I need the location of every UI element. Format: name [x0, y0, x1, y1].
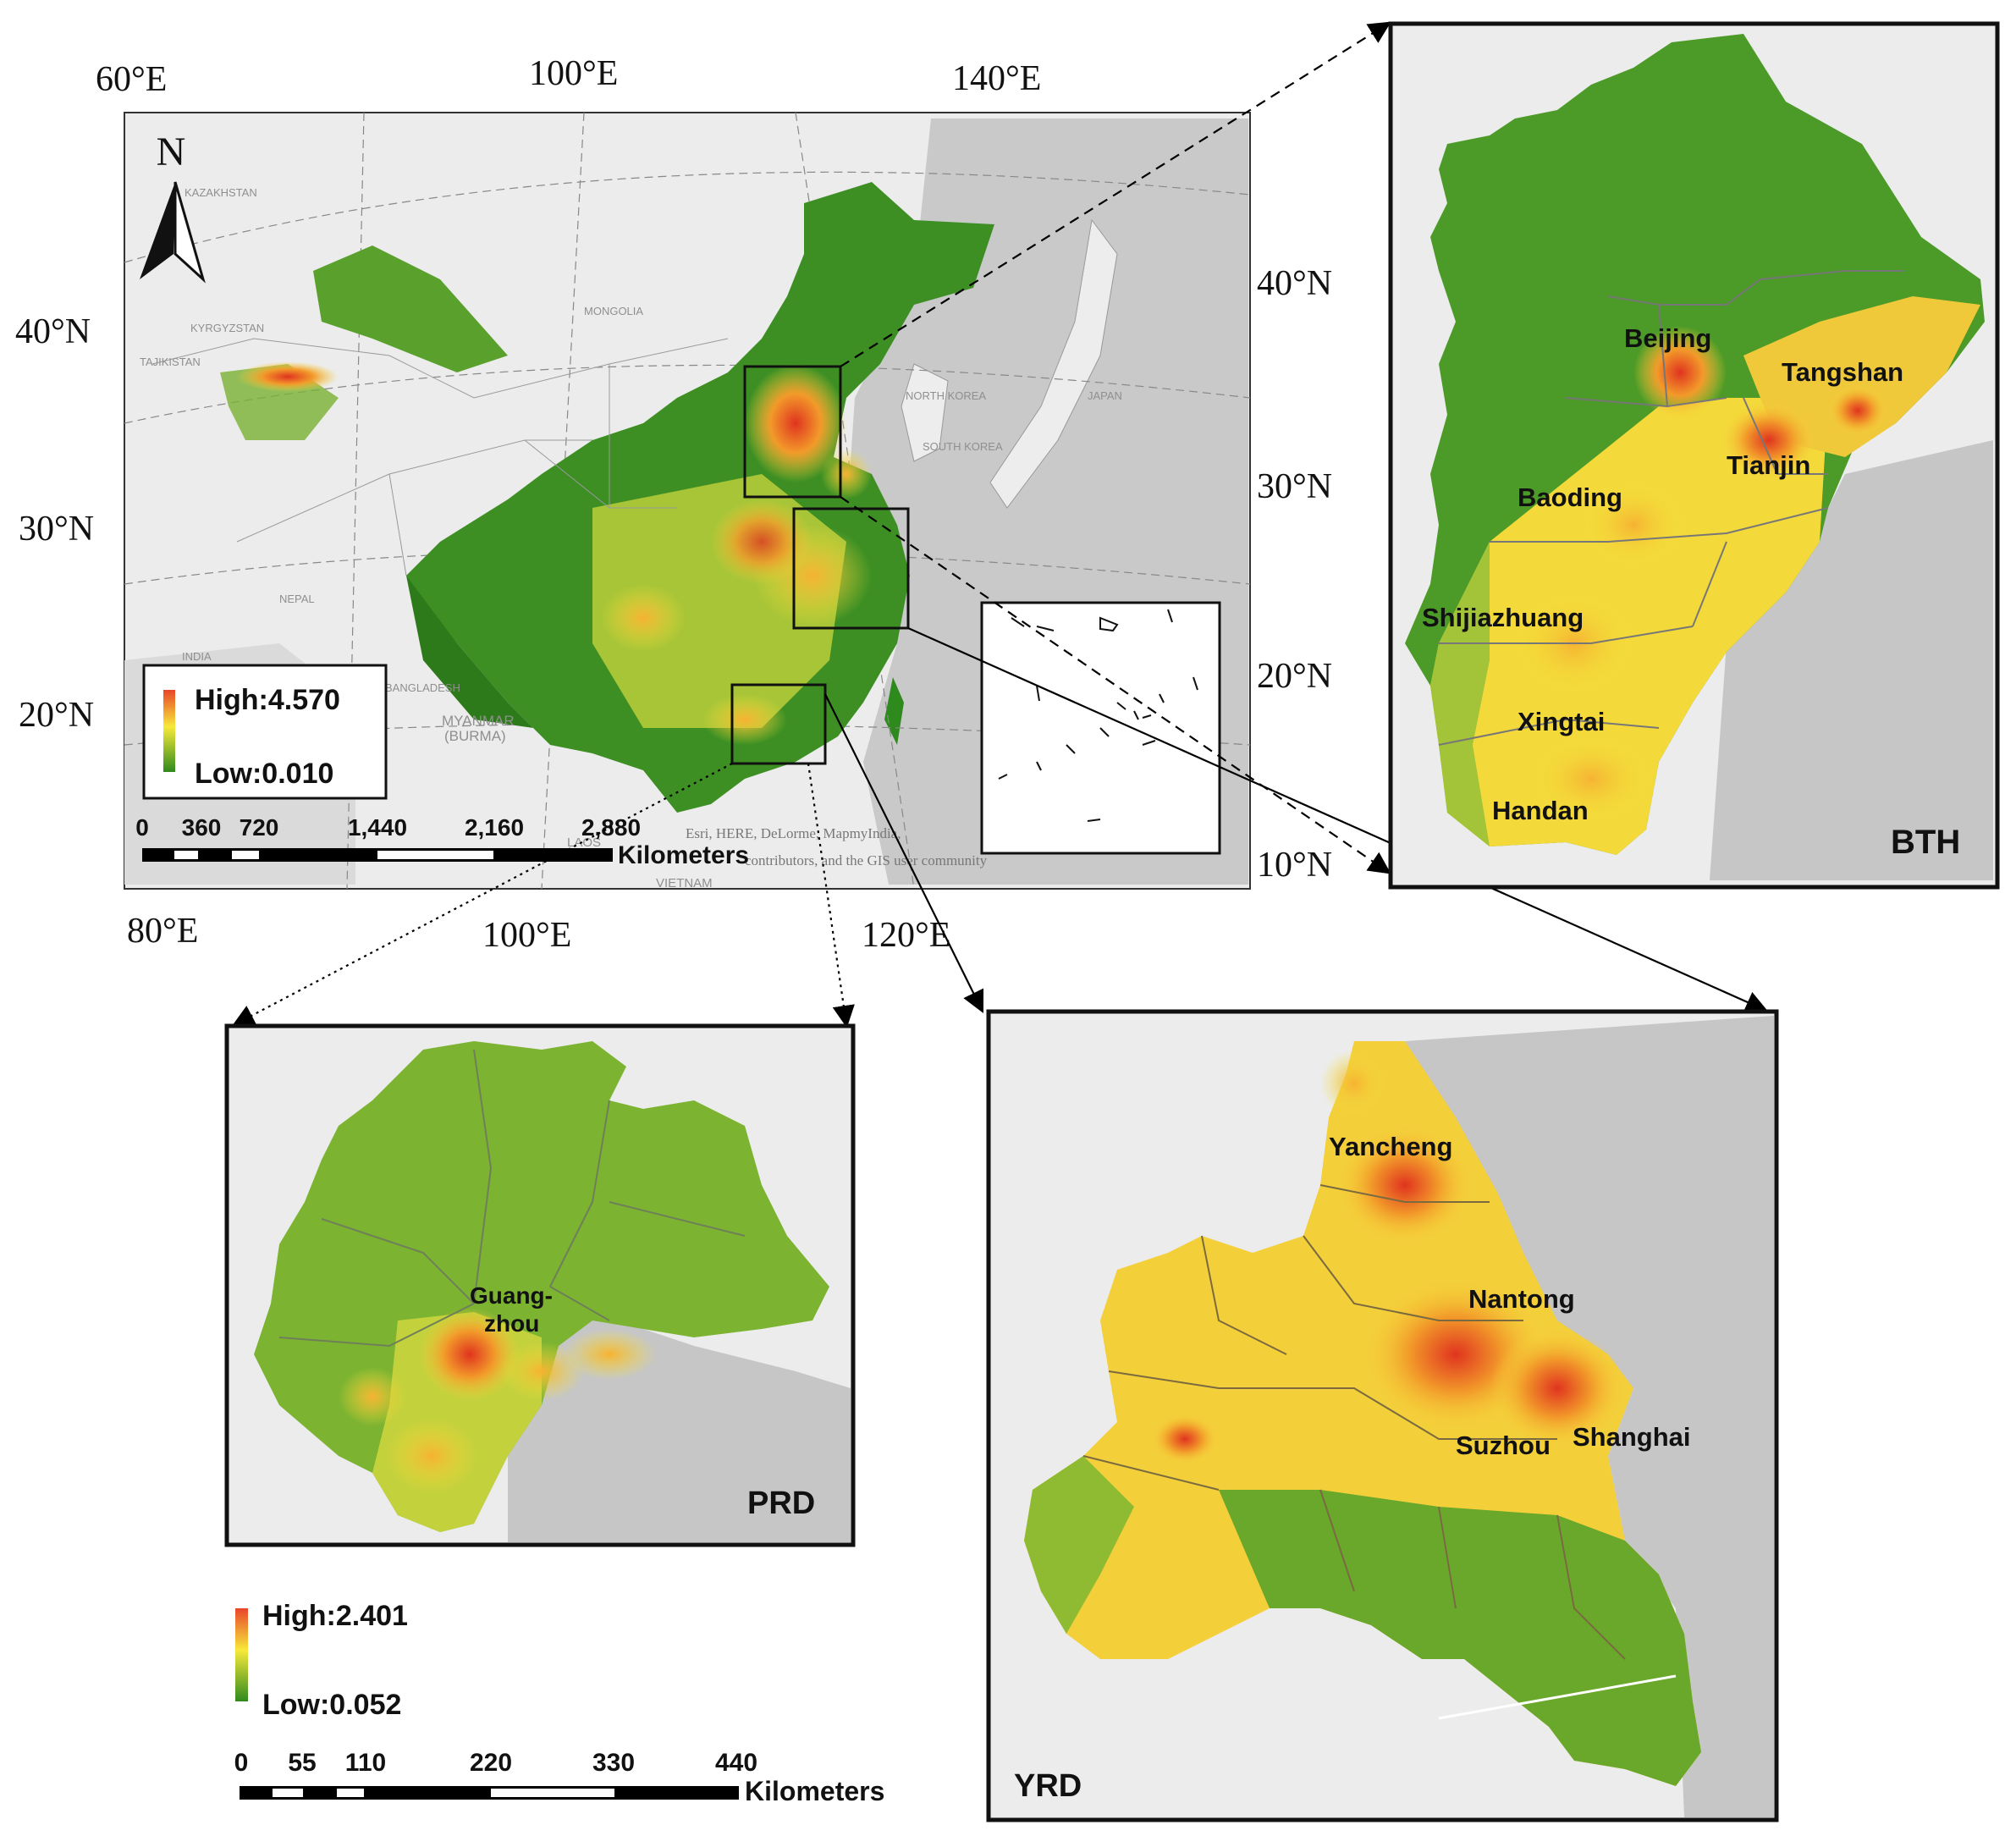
- top-lon-label: 140°E: [952, 59, 1041, 98]
- scale-tick: 360: [182, 814, 222, 841]
- province-boundaries: [151, 338, 729, 576]
- bottom-lon-label: 120°E: [862, 916, 950, 955]
- city-label-yancheng: Yancheng: [1329, 1132, 1452, 1161]
- coordinate-labels: 60°E 100°E 140°E 80°E 100°E 120°E 40°N 3…: [15, 54, 1332, 955]
- basemap-label: KYRGYZSTAN: [190, 322, 264, 334]
- scale-tick: 720: [240, 814, 279, 841]
- scale-tick: 110: [345, 1749, 386, 1777]
- regional-legend-low-label: Low:0.052: [262, 1689, 401, 1721]
- prd-inset: Guang- zhou PRD: [224, 1023, 856, 1547]
- prd-box: [730, 683, 827, 765]
- china-heat-surface: [220, 182, 994, 813]
- basemap-label: SOUTH KOREA: [923, 440, 1003, 453]
- basemap-label: (BURMA): [444, 728, 506, 744]
- attribution-line-2: contributors, and the GIS user community: [745, 852, 988, 868]
- city-label-suzhou: Suzhou: [1456, 1431, 1551, 1460]
- north-arrow-icon: N: [140, 130, 206, 284]
- regional-scale-bar: 0 55 110 220 330 440 Kilometers: [234, 1749, 885, 1806]
- main-scale-bar: 0 360 720 1,440 2,160 2,880 Kilometers: [135, 814, 749, 869]
- scale-tick: 55: [288, 1749, 316, 1777]
- legend-high-label: High:4.570: [195, 684, 340, 716]
- main-legend: High:4.570 Low:0.010: [142, 664, 388, 800]
- basemap-label: INDIA: [182, 650, 212, 663]
- basemap-label: JAPAN: [1088, 389, 1122, 402]
- city-label-baoding: Baoding: [1518, 482, 1622, 512]
- yrd-box: [792, 507, 910, 630]
- city-label-guangzhou-2: zhou: [484, 1310, 539, 1337]
- basemap-label: MYANMAR: [442, 713, 515, 729]
- attribution-line-1: Esri, HERE, DeLorme, MapmyIndia,: [686, 825, 901, 841]
- city-label-shanghai: Shanghai: [1573, 1422, 1691, 1452]
- korea-shape: [901, 363, 949, 462]
- yrd-inset: Yancheng Nantong Suzhou Shanghai YRD: [986, 1009, 1779, 1822]
- right-lat-label: 40°N: [1257, 264, 1332, 303]
- city-label-xingtai: Xingtai: [1518, 707, 1605, 736]
- basemap-label: NORTH KOREA: [906, 389, 986, 402]
- bth-inset: Beijing Tangshan Tianjin Baoding Shijiaz…: [1388, 21, 2000, 890]
- scale-tick: 2,160: [465, 814, 524, 841]
- city-label-shijiazhuang: Shijiazhuang: [1422, 603, 1584, 632]
- north-label: N: [157, 130, 186, 174]
- basemap-labels: KAZAKHSTAN KYRGYZSTAN TAJIKISTAN MONGOLI…: [140, 186, 1122, 890]
- top-lon-label: 100°E: [529, 54, 618, 93]
- left-lat-label: 30°N: [19, 510, 94, 549]
- bth-label: BTH: [1891, 824, 1960, 861]
- legend-low-label: Low:0.010: [195, 758, 333, 790]
- connector-lines: [232, 21, 1769, 1028]
- scale-tick: 1,440: [348, 814, 407, 841]
- city-label-tangshan: Tangshan: [1782, 357, 1903, 387]
- south-china-sea-inset: [980, 601, 1221, 855]
- main-map: N KAZAKHSTAN KYRGYZSTAN TAJIKISTAN MONGO…: [124, 112, 1251, 890]
- city-label-tianjin: Tianjin: [1727, 450, 1810, 480]
- left-lat-label: 20°N: [19, 696, 94, 735]
- basemap-label: TAJIKISTAN: [140, 356, 201, 368]
- city-label-handan: Handan: [1492, 796, 1589, 825]
- city-label-nantong: Nantong: [1468, 1284, 1575, 1314]
- right-lat-label: 30°N: [1257, 467, 1332, 506]
- right-lat-label: 10°N: [1257, 846, 1332, 885]
- city-label-guangzhou-1: Guang-: [470, 1282, 553, 1309]
- japan-shape: [989, 218, 1118, 509]
- scale-tick: 0: [135, 814, 149, 841]
- bth-box: [743, 365, 842, 499]
- top-lon-label: 60°E: [96, 60, 167, 99]
- bottom-lon-label: 80°E: [127, 912, 198, 951]
- bottom-lon-label: 100°E: [482, 916, 571, 955]
- city-label-beijing: Beijing: [1624, 323, 1711, 353]
- regional-legend-color-ramp: [235, 1608, 248, 1701]
- regional-legend: High:2.401 Low:0.052: [235, 1600, 408, 1721]
- scale-tick: 220: [470, 1749, 512, 1777]
- legend-color-ramp: [163, 690, 175, 772]
- basemap-label: MONGOLIA: [584, 305, 643, 317]
- right-lat-label: 20°N: [1257, 657, 1332, 696]
- prd-label: PRD: [747, 1486, 815, 1521]
- left-lat-label: 40°N: [15, 312, 91, 351]
- yrd-label: YRD: [1014, 1768, 1082, 1804]
- basemap-label: BANGLADESH: [385, 681, 460, 694]
- regional-scale-unit: Kilometers: [745, 1776, 884, 1806]
- scale-unit: Kilometers: [618, 841, 749, 869]
- scale-tick: 330: [592, 1749, 635, 1777]
- regional-legend-high-label: High:2.401: [262, 1600, 408, 1632]
- basemap-label: KAZAKHSTAN: [185, 186, 257, 199]
- scale-tick: 0: [234, 1749, 249, 1777]
- basemap-label: VIETNAM: [656, 876, 713, 890]
- basemap-label: NEPAL: [279, 593, 315, 605]
- scale-tick: 440: [715, 1749, 757, 1777]
